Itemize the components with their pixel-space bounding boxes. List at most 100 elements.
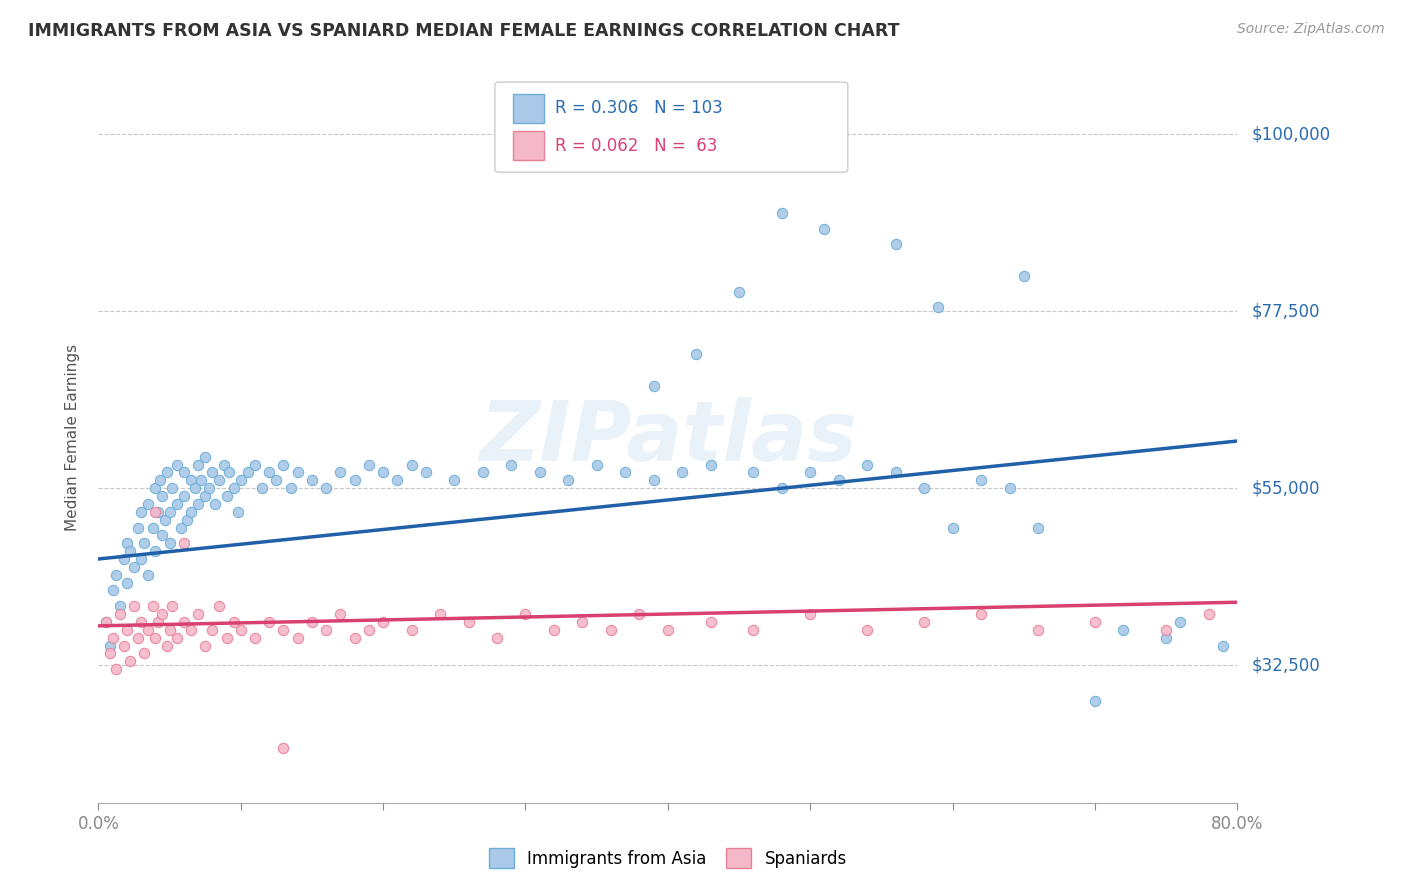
Point [799,466,821,480]
Point [101,631,124,645]
Point [152,489,174,503]
Point [373,466,395,480]
Point [145,631,167,645]
Point [259,615,281,629]
Point [94,615,117,629]
Point [148,505,170,519]
Point [129,552,152,566]
Point [166,458,188,472]
Point [101,583,124,598]
Point [315,623,337,637]
Point [287,631,309,645]
Point [343,631,366,645]
Point [457,615,479,629]
Point [156,639,179,653]
Point [98,639,121,653]
Point [329,466,352,480]
Point [159,505,181,519]
Point [287,466,309,480]
Point [243,458,266,472]
Point [799,607,821,621]
Point [136,497,159,511]
Point [155,513,177,527]
Point [98,646,121,660]
Point [194,639,217,653]
Point [643,379,665,393]
Point [127,520,149,534]
Point [170,520,193,534]
Point [273,623,295,637]
Point [742,623,765,637]
Point [273,740,295,755]
Point [187,607,209,621]
Point [215,631,238,645]
Point [115,536,138,550]
Point [180,505,202,519]
Point [180,623,202,637]
Point [942,520,965,534]
Point [998,481,1021,495]
Point [208,473,231,487]
Point [159,536,181,550]
Point [373,615,395,629]
Point [927,301,949,315]
Point [108,607,131,621]
Point [215,489,238,503]
Point [112,639,135,653]
Point [184,481,207,495]
Point [628,607,651,621]
Point [301,473,323,487]
Point [742,466,765,480]
Point [1154,631,1177,645]
Point [108,599,131,614]
Point [198,481,221,495]
Point [357,623,380,637]
Point [194,489,217,503]
Point [657,623,679,637]
Point [856,458,879,472]
Point [912,481,935,495]
Text: ZIPatlas: ZIPatlas [479,397,856,477]
Point [1198,607,1220,621]
Point [301,615,323,629]
Point [129,505,152,519]
Point [529,466,551,480]
Point [557,473,579,487]
Point [141,599,163,614]
Point [226,505,249,519]
Point [543,623,565,637]
Point [118,544,141,558]
Point [176,513,198,527]
Point [218,466,240,480]
Point [401,623,423,637]
Point [443,473,465,487]
Point [94,615,117,629]
Point [152,528,174,542]
Point [401,458,423,472]
Text: IMMIGRANTS FROM ASIA VS SPANIARD MEDIAN FEMALE EARNINGS CORRELATION CHART: IMMIGRANTS FROM ASIA VS SPANIARD MEDIAN … [28,22,900,40]
Point [180,473,202,487]
Point [148,615,170,629]
Point [685,347,707,361]
Point [770,481,793,495]
Point [643,473,665,487]
Point [104,662,127,676]
Point [201,466,224,480]
Point [828,473,851,487]
Point [136,623,159,637]
Point [280,481,302,495]
Point [1154,623,1177,637]
Text: $100,000: $100,000 [1251,125,1330,144]
Point [149,473,172,487]
Point [1026,520,1049,534]
Point [115,623,138,637]
Point [1084,693,1107,707]
Point [1112,623,1135,637]
Text: Source: ZipAtlas.com: Source: ZipAtlas.com [1237,22,1385,37]
Point [104,567,127,582]
Point [122,599,145,614]
Text: $55,000: $55,000 [1251,479,1320,497]
Point [415,466,437,480]
Point [115,575,138,590]
Point [201,623,224,637]
